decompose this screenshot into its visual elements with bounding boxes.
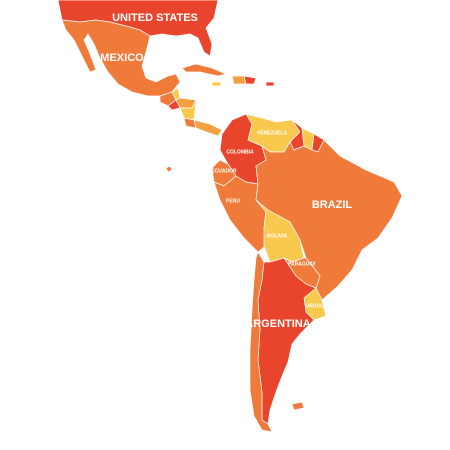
cuba-shape — [181, 63, 228, 77]
country-label: BOLIVIA — [267, 233, 288, 239]
panama-shape — [193, 119, 223, 137]
galapagos-shape — [165, 165, 173, 173]
country-label: ECUADOR — [211, 168, 237, 174]
country-label: MEXICO — [100, 52, 144, 64]
puerto-rico-shape — [265, 81, 275, 87]
chile-shape — [249, 251, 273, 433]
country-label: CHILE — [237, 326, 253, 332]
nicaragua-shape — [179, 99, 197, 121]
country-label: COLOMBIA — [226, 149, 254, 155]
country-label: UNITED STATES — [112, 12, 198, 24]
dominican-republic-shape — [243, 75, 257, 85]
country-label: BRAZIL — [312, 199, 353, 211]
country-label: VENEZUELA — [257, 130, 288, 136]
jamaica-shape — [211, 81, 223, 87]
country-label: PERU — [226, 198, 240, 204]
country-label: URUGUAY — [306, 303, 331, 309]
falklands-shape — [291, 401, 305, 411]
country-label: ARGENTINA — [245, 318, 310, 330]
country-label: PARAGUAY — [288, 261, 316, 267]
hispaniola-shape — [231, 75, 247, 85]
